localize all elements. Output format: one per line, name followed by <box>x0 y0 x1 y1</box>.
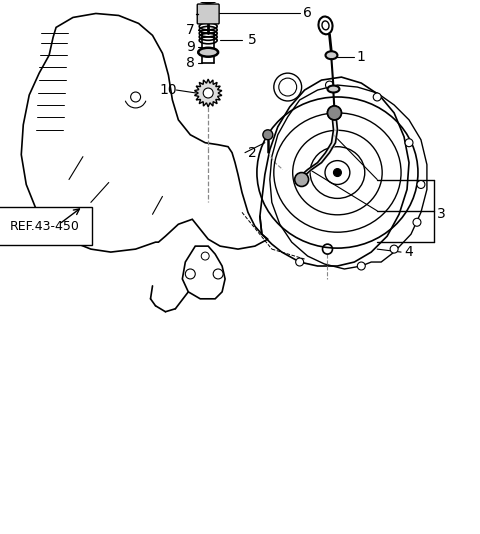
Text: REF.43-450: REF.43-450 <box>9 219 79 233</box>
Circle shape <box>295 172 309 186</box>
Text: 9: 9 <box>186 40 195 54</box>
Circle shape <box>325 81 334 89</box>
Circle shape <box>263 130 273 140</box>
Circle shape <box>279 78 297 96</box>
Polygon shape <box>182 246 225 299</box>
Polygon shape <box>21 13 268 252</box>
Circle shape <box>390 245 398 253</box>
Text: 6: 6 <box>303 6 312 20</box>
Text: 1: 1 <box>357 50 366 64</box>
Text: 5: 5 <box>248 33 256 48</box>
Ellipse shape <box>199 0 217 3</box>
Circle shape <box>274 73 301 101</box>
Text: 7: 7 <box>186 23 195 37</box>
Circle shape <box>131 92 141 102</box>
Circle shape <box>213 269 223 279</box>
Circle shape <box>296 258 304 266</box>
Text: 3: 3 <box>436 207 445 221</box>
Circle shape <box>327 106 341 120</box>
Circle shape <box>417 180 425 189</box>
Text: 8: 8 <box>186 56 195 70</box>
Ellipse shape <box>198 48 218 57</box>
Circle shape <box>203 88 213 98</box>
Ellipse shape <box>327 85 339 92</box>
Ellipse shape <box>325 51 337 59</box>
Text: 2: 2 <box>248 146 256 160</box>
Polygon shape <box>194 79 222 107</box>
FancyBboxPatch shape <box>197 4 219 24</box>
FancyBboxPatch shape <box>199 10 217 19</box>
Circle shape <box>373 93 381 101</box>
Text: 4: 4 <box>405 245 413 259</box>
Text: 10: 10 <box>160 83 177 97</box>
Circle shape <box>405 139 413 147</box>
Circle shape <box>327 106 341 120</box>
Circle shape <box>201 252 209 260</box>
Polygon shape <box>260 77 409 266</box>
Circle shape <box>413 218 421 226</box>
Circle shape <box>357 262 365 270</box>
Circle shape <box>334 169 341 177</box>
Circle shape <box>185 269 195 279</box>
